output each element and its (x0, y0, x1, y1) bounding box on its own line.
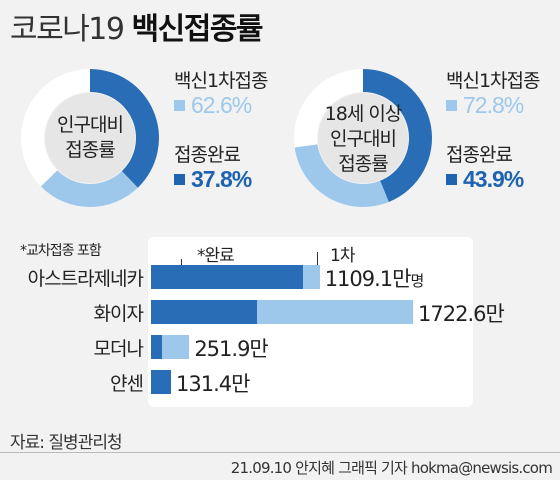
bar-complete (151, 300, 258, 324)
bar-complete (151, 370, 171, 394)
donut2-center-line1: 18세 이상 (324, 103, 403, 125)
bar-category-label: 화이자 (93, 303, 144, 325)
bar-category-label: 아스트라제네카 (27, 268, 144, 290)
title-bold: 백신접종률 (131, 12, 264, 47)
bar-value-unit: 명 (410, 272, 425, 290)
donut1-value-first: 62.6% (174, 92, 252, 119)
legend-swatch-dark (446, 174, 457, 185)
bar-value-label: 251.9만 (194, 337, 268, 361)
donut1-slice-first-dose (40, 170, 138, 208)
bar-value-label: 131.4만 (175, 372, 250, 396)
page-title: 코로나19 백신접종률 (10, 4, 264, 48)
donut2-hole (318, 93, 408, 183)
footer-divider (0, 452, 560, 453)
donut2-slice-complete (363, 69, 433, 202)
donut2-value-first: 72.8% (446, 92, 524, 119)
donut2-center-line2: 인구대비 (330, 128, 397, 150)
donut1-center-label: 인구대비 접종률 (40, 113, 140, 163)
bar-complete (151, 335, 162, 359)
bar-category-label: 얀센 (110, 373, 144, 395)
donut1-slice-complete (90, 69, 160, 188)
donut2-center-line3: 접종률 (338, 153, 388, 175)
bar-category-label: 모더나 (93, 338, 144, 360)
donut-charts (21, 69, 433, 208)
legend-swatch-dark (174, 174, 185, 185)
donut1-legend-complete: 접종완료 (174, 144, 241, 166)
donut2-value-complete-text: 43.9% (463, 166, 524, 192)
donut2-value-first-text: 72.8% (463, 92, 524, 118)
donut1-legend-first: 백신1차접종 (174, 70, 268, 92)
legend-swatch-light (174, 100, 185, 111)
donut2-center-label: 18세 이상 인구대비 접종률 (308, 102, 418, 177)
donut1-value-complete: 37.8% (174, 166, 252, 193)
cross-vaccination-note: *교차접종 포함 (20, 243, 102, 259)
annotation-first: 1차 (330, 246, 355, 266)
bar-value-label: 1109.1만명 (324, 267, 425, 291)
donut2-value-complete: 43.9% (446, 166, 524, 193)
credit-text: 21.09.10 안지혜 그래픽 기자 hokma@newsis.com (230, 459, 553, 477)
donut1-center-line2: 접종률 (65, 139, 115, 161)
donut1-center-line1: 인구대비 (57, 114, 124, 136)
bar-complete (151, 265, 304, 289)
annotation-line-first (317, 252, 318, 272)
annotation-complete: *완료 (197, 246, 235, 266)
title-light: 코로나19 (10, 12, 125, 47)
donut2-legend-first: 백신1차접종 (446, 70, 540, 92)
donut1-value-first-text: 62.6% (191, 92, 252, 118)
legend-swatch-light (446, 100, 457, 111)
bar-value-label: 1722.6만 (418, 302, 505, 326)
donut2-legend-complete: 접종완료 (446, 144, 513, 166)
donut1-value-complete-text: 37.8% (191, 166, 252, 192)
donut2-slice-first-dose (294, 144, 389, 207)
source-text: 자료: 질병관리청 (10, 433, 123, 453)
donut1-hole (45, 93, 135, 183)
